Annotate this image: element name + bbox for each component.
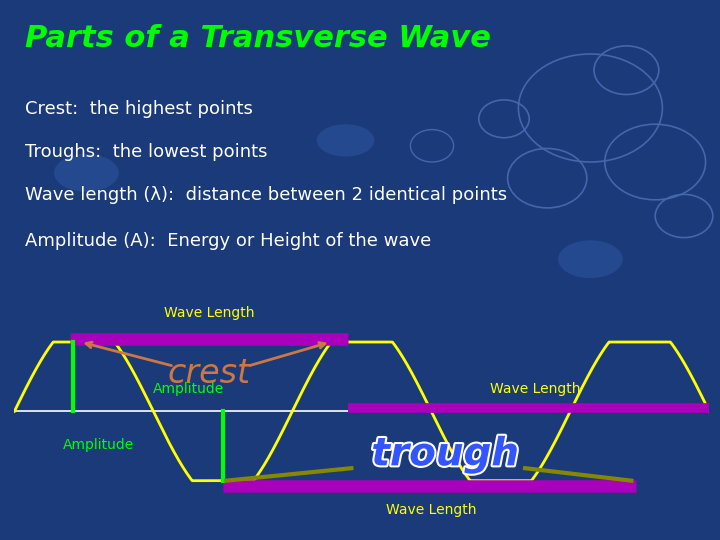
Text: Crest:  the highest points: Crest: the highest points — [25, 100, 253, 118]
Text: Amplitude (A):  Energy or Height of the wave: Amplitude (A): Energy or Height of the w… — [25, 232, 431, 250]
Text: Wave length (λ):  distance between 2 identical points: Wave length (λ): distance between 2 iden… — [25, 186, 508, 204]
Ellipse shape — [558, 240, 623, 278]
Text: Wave Length: Wave Length — [490, 382, 581, 396]
Text: crest: crest — [167, 357, 251, 390]
Text: Wave Length: Wave Length — [386, 503, 477, 517]
Ellipse shape — [317, 124, 374, 157]
Text: Amplitude: Amplitude — [153, 382, 224, 396]
Text: Wave Length: Wave Length — [163, 306, 254, 320]
Ellipse shape — [54, 154, 119, 192]
Text: Troughs:  the lowest points: Troughs: the lowest points — [25, 143, 268, 161]
Text: trough: trough — [372, 435, 519, 474]
Text: Parts of a Transverse Wave: Parts of a Transverse Wave — [25, 24, 491, 53]
Text: Amplitude: Amplitude — [63, 437, 135, 451]
